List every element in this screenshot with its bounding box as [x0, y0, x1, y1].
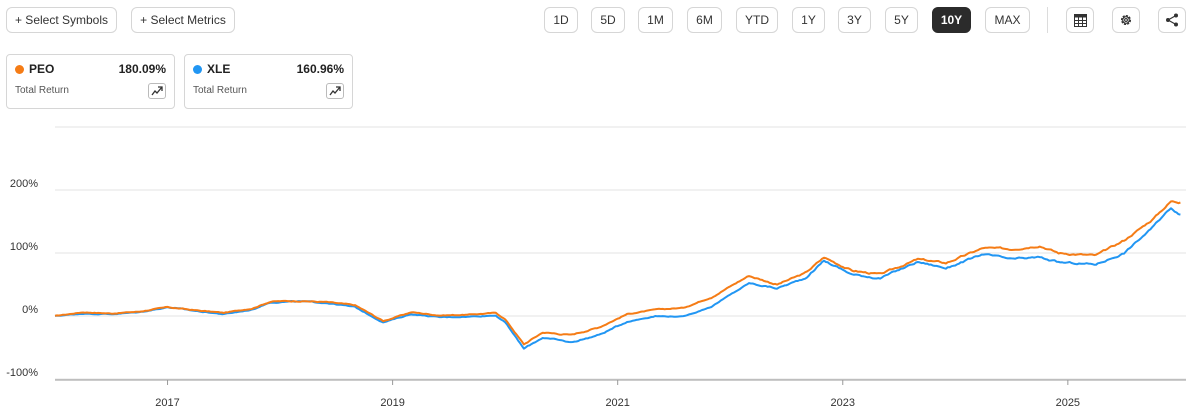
series-color-dot — [193, 65, 202, 74]
total-return-chart[interactable]: 200% 100% 0% -100% 2017 2019 2021 2023 2025 — [0, 120, 1197, 416]
legend-symbol: XLE — [207, 62, 231, 76]
range-button-5d[interactable]: 5D — [591, 7, 625, 33]
share-icon — [1166, 13, 1178, 27]
legend-value: 160.96% — [296, 62, 344, 76]
legend-value: 180.09% — [118, 62, 166, 76]
y-tick-label: 0% — [22, 304, 38, 316]
legend-card-peo[interactable]: PEO 180.09% Total Return — [6, 54, 175, 109]
gear-icon — [1120, 14, 1132, 26]
select-metrics-button[interactable]: + Select Metrics — [131, 7, 235, 33]
share-button[interactable] — [1158, 7, 1186, 33]
trend-up-icon — [329, 86, 341, 96]
range-button-max[interactable]: MAX — [985, 7, 1030, 33]
range-button-1m[interactable]: 1M — [638, 7, 673, 33]
table-view-button[interactable] — [1066, 7, 1094, 33]
legend-card-xle[interactable]: XLE 160.96% Total Return — [184, 54, 353, 109]
range-button-6m[interactable]: 6M — [687, 7, 722, 33]
series-line-xle — [55, 207, 1181, 350]
legend-metric: Total Return — [15, 85, 69, 96]
series-line-peo — [54, 200, 1181, 346]
range-button-3y[interactable]: 3Y — [838, 7, 871, 33]
x-tick-label: 2017 — [155, 397, 179, 409]
x-tick-label: 2021 — [605, 397, 629, 409]
trend-chart-button[interactable] — [326, 83, 344, 99]
trend-up-icon — [151, 86, 163, 96]
y-tick-label: 100% — [10, 241, 38, 253]
series-color-dot — [15, 65, 24, 74]
x-tick-label: 2025 — [1056, 397, 1080, 409]
range-button-1d[interactable]: 1D — [544, 7, 578, 33]
range-button-ytd[interactable]: YTD — [736, 7, 778, 33]
toolbar-divider — [1047, 7, 1048, 33]
range-button-5y[interactable]: 5Y — [885, 7, 918, 33]
y-tick-label: 200% — [10, 178, 38, 190]
x-tick-label: 2023 — [831, 397, 855, 409]
range-button-1y[interactable]: 1Y — [792, 7, 825, 33]
settings-button[interactable] — [1112, 7, 1140, 33]
select-symbols-button[interactable]: + Select Symbols — [6, 7, 117, 33]
y-tick-label: -100% — [6, 367, 38, 379]
x-tick-label: 2019 — [380, 397, 404, 409]
table-icon — [1073, 13, 1087, 27]
trend-chart-button[interactable] — [148, 83, 166, 99]
legend-symbol: PEO — [29, 62, 55, 76]
range-button-10y[interactable]: 10Y — [932, 7, 971, 33]
legend-metric: Total Return — [193, 85, 247, 96]
